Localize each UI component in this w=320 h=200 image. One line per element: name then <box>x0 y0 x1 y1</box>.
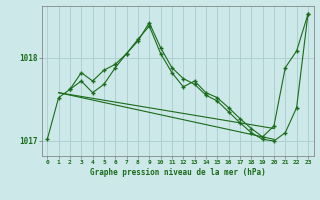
X-axis label: Graphe pression niveau de la mer (hPa): Graphe pression niveau de la mer (hPa) <box>90 168 266 177</box>
